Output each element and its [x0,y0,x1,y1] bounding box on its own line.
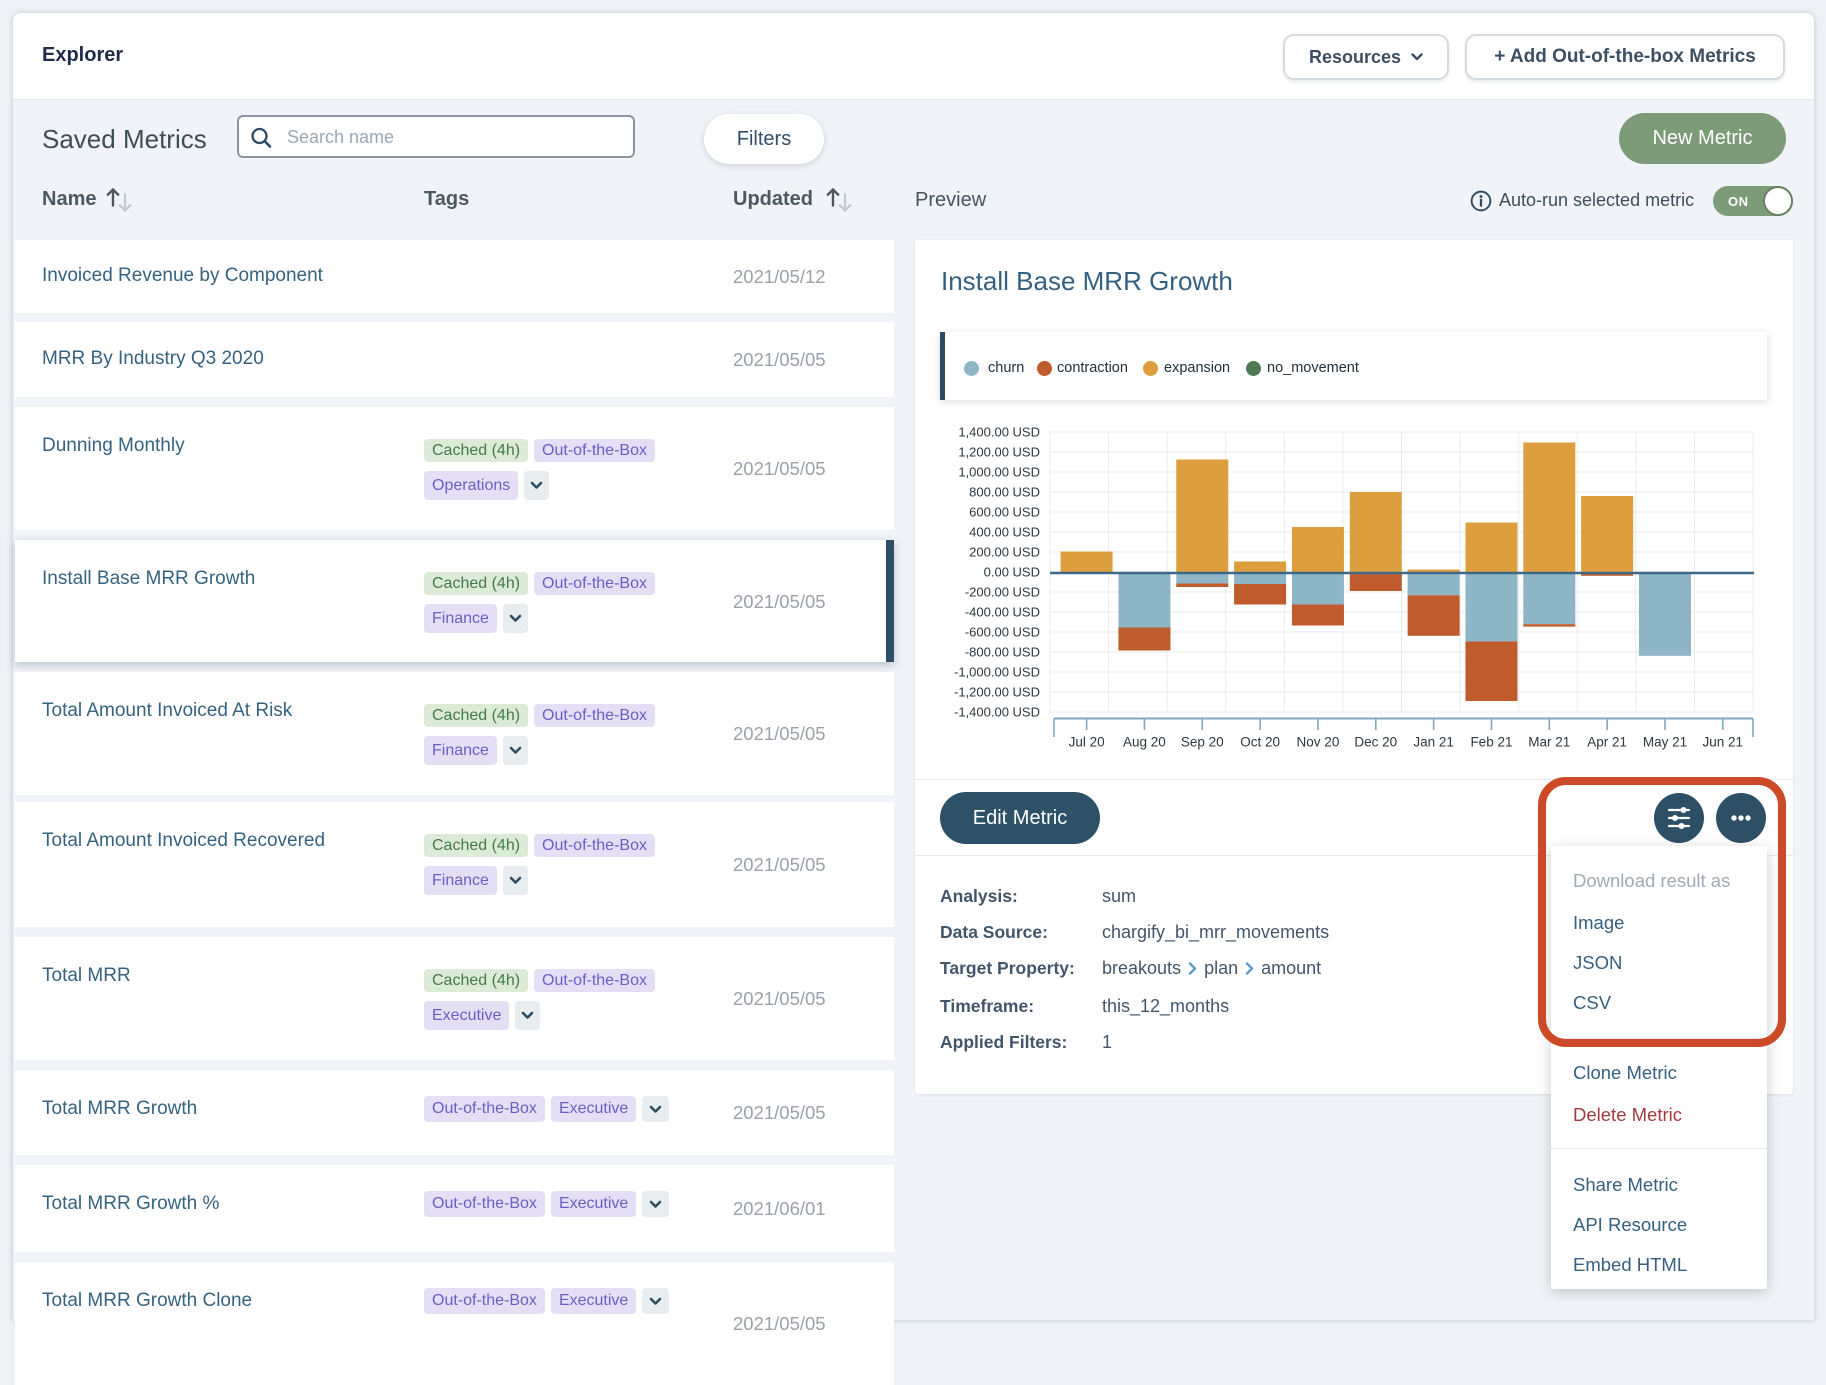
svg-text:1,200.00 USD: 1,200.00 USD [958,445,1040,460]
svg-text:Dec 20: Dec 20 [1354,735,1397,750]
svg-text:1,000.00 USD: 1,000.00 USD [958,465,1040,480]
svg-text:200.00 USD: 200.00 USD [969,545,1040,560]
svg-text:Aug 20: Aug 20 [1123,735,1166,750]
svg-text:-800.00 USD: -800.00 USD [965,645,1040,660]
svg-text:Apr 21: Apr 21 [1587,735,1627,750]
svg-text:Oct 20: Oct 20 [1240,735,1280,750]
svg-text:-1,000.00 USD: -1,000.00 USD [954,665,1040,680]
svg-text:0.00 USD: 0.00 USD [984,565,1040,580]
svg-text:-200.00 USD: -200.00 USD [965,585,1040,600]
svg-text:-600.00 USD: -600.00 USD [965,625,1040,640]
svg-text:-1,400.00 USD: -1,400.00 USD [954,705,1040,720]
svg-text:Sep 20: Sep 20 [1181,735,1224,750]
svg-text:Jan 21: Jan 21 [1413,735,1454,750]
svg-text:May 21: May 21 [1643,735,1687,750]
svg-text:-400.00 USD: -400.00 USD [965,605,1040,620]
svg-text:1,400.00 USD: 1,400.00 USD [958,425,1040,440]
svg-text:-1,200.00 USD: -1,200.00 USD [954,685,1040,700]
svg-text:Mar 21: Mar 21 [1528,735,1570,750]
svg-text:400.00 USD: 400.00 USD [969,525,1040,540]
svg-text:800.00 USD: 800.00 USD [969,485,1040,500]
svg-text:600.00 USD: 600.00 USD [969,505,1040,520]
svg-text:Jun 21: Jun 21 [1703,735,1744,750]
svg-text:Nov 20: Nov 20 [1297,735,1340,750]
svg-text:Jul 20: Jul 20 [1069,735,1105,750]
svg-text:Feb 21: Feb 21 [1470,735,1512,750]
